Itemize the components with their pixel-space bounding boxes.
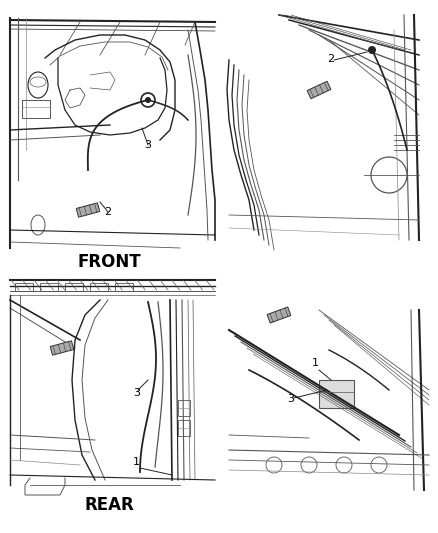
- Bar: [90, 283, 108, 291]
- Polygon shape: [307, 81, 331, 99]
- Circle shape: [368, 46, 376, 54]
- Text: 1: 1: [133, 457, 140, 467]
- Bar: [115, 283, 133, 291]
- Text: 3: 3: [287, 394, 294, 404]
- Text: 1: 1: [312, 358, 319, 368]
- Bar: [178, 420, 190, 436]
- Circle shape: [145, 97, 151, 103]
- Polygon shape: [50, 341, 74, 355]
- Bar: [40, 283, 58, 291]
- Polygon shape: [76, 203, 100, 217]
- Text: 2: 2: [104, 207, 112, 217]
- Polygon shape: [267, 307, 291, 323]
- Text: 3: 3: [133, 388, 140, 398]
- Text: FRONT: FRONT: [78, 253, 141, 271]
- Text: 3: 3: [145, 140, 152, 150]
- Bar: [65, 283, 83, 291]
- Bar: [319, 380, 354, 408]
- Text: REAR: REAR: [85, 496, 134, 514]
- Bar: [178, 400, 190, 416]
- Bar: [22, 100, 50, 118]
- Text: 2: 2: [327, 54, 334, 64]
- Bar: [15, 283, 33, 291]
